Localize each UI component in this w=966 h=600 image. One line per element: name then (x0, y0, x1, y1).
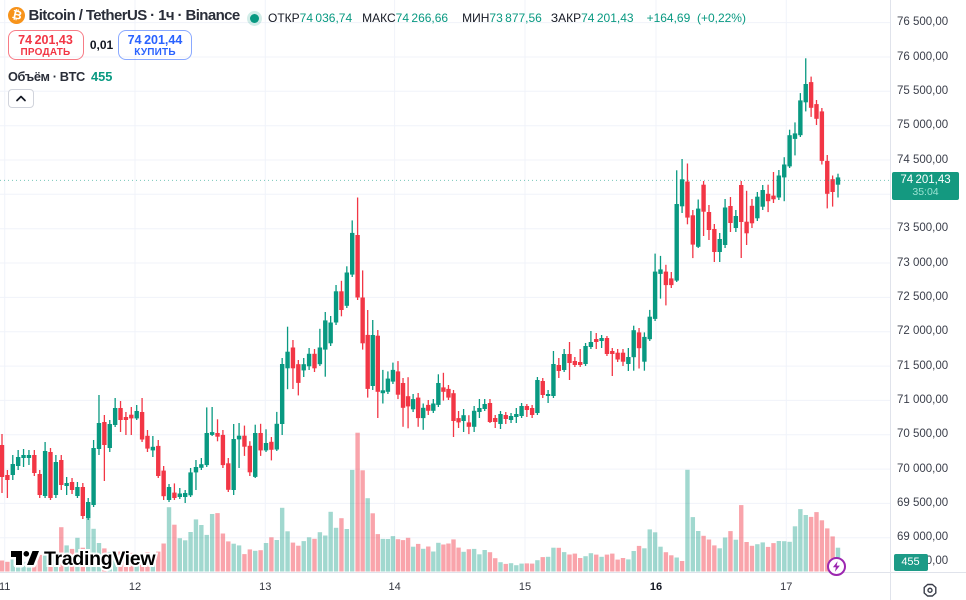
svg-text:TradingView: TradingView (44, 548, 156, 570)
